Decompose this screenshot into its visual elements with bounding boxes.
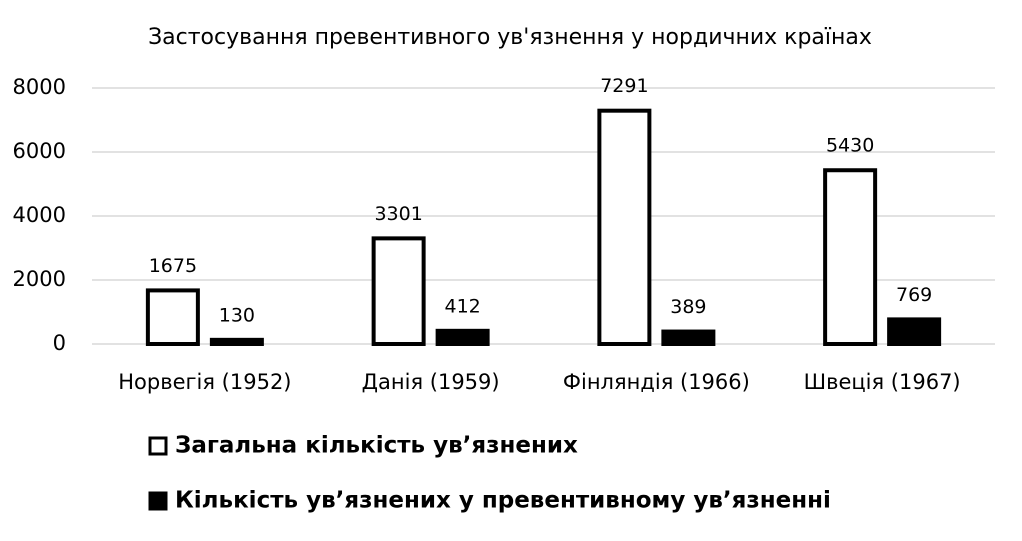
data-label: 3301	[374, 203, 422, 225]
data-label: 769	[896, 284, 932, 306]
bar	[597, 108, 652, 346]
data-label: 389	[670, 296, 706, 318]
legend-marker	[148, 436, 168, 456]
x-tick-label: Норвегія (1952)	[118, 370, 291, 394]
data-label: 5430	[826, 135, 874, 157]
bar	[145, 288, 200, 346]
bar	[435, 328, 490, 347]
bar	[209, 337, 264, 346]
data-label: 7291	[600, 75, 648, 97]
bar	[371, 236, 426, 346]
y-tick-label: 8000	[13, 75, 66, 99]
data-label: 412	[444, 295, 480, 317]
y-tick-label: 0	[53, 331, 66, 355]
y-tick-label: 6000	[13, 139, 66, 163]
x-tick-label: Данія (1959)	[362, 370, 500, 394]
legend-marker	[148, 491, 168, 511]
x-tick-label: Фінляндія (1966)	[563, 370, 750, 394]
bar	[661, 329, 716, 347]
chart-title: Застосування превентивного ув'язнення у …	[148, 25, 872, 50]
y-tick-label: 2000	[13, 267, 66, 291]
bar	[823, 168, 878, 346]
legend-label: Кількість ув’язнених у превентивному ув’…	[175, 488, 831, 514]
x-tick-label: Швеція (1967)	[804, 370, 961, 394]
bar	[887, 317, 942, 346]
legend-label: Загальна кількість ув’язнених	[175, 433, 578, 459]
data-label: 1675	[149, 255, 197, 277]
y-tick-label: 4000	[13, 203, 66, 227]
data-label: 130	[219, 304, 255, 326]
